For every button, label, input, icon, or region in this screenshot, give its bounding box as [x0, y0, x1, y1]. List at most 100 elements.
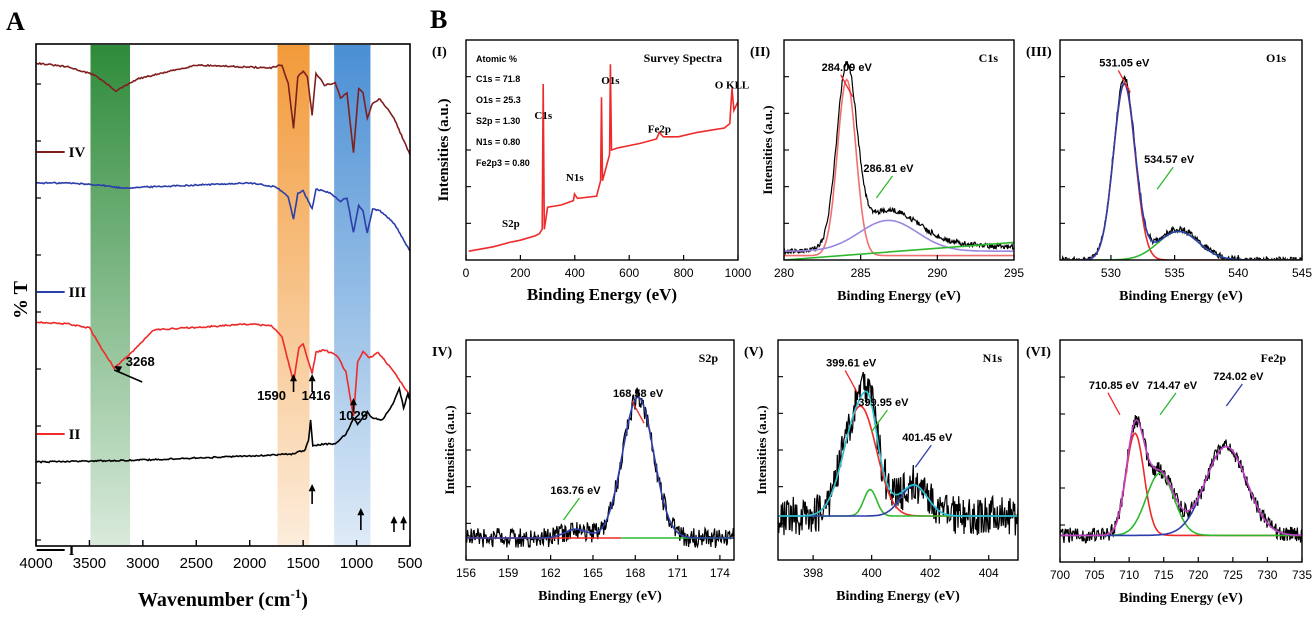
ftir-series-II	[35, 321, 411, 416]
fe2p-peak-arrow	[1225, 383, 1243, 407]
survey-plot-area	[468, 64, 738, 252]
s2p-frame	[465, 339, 735, 561]
o1s-chart: 530 535 540 545 Binding Energy (eV) (III) O1s 5…	[1026, 39, 1312, 304]
ftir-arrow-head	[308, 484, 316, 492]
n1s-peak-label: 399.95 eV	[858, 397, 909, 409]
fe2p-x-label: Binding Energy (eV)	[1119, 591, 1243, 606]
s2p-tick-label: 171	[668, 566, 688, 580]
survey-title: Survey Spectra	[644, 51, 722, 65]
o1s-tick-label: 540	[1228, 266, 1248, 280]
ftir-series-label: II	[69, 427, 81, 443]
n1s-title: N1s	[983, 351, 1003, 365]
s2p-series-3	[466, 396, 734, 539]
fe2p-series-0	[1060, 415, 1302, 544]
survey-series-0	[468, 64, 738, 252]
ftir-arrow-head	[114, 366, 123, 373]
ftir-tick-label: 3500	[73, 555, 106, 572]
ftir-tick-label: 2500	[180, 555, 213, 572]
s2p-peak-arrow	[562, 497, 580, 521]
s2p-tick-label: 156	[456, 566, 476, 580]
o1s-plot-area	[1060, 75, 1302, 260]
c1s-panel-label: (II)	[750, 45, 771, 60]
ftir-chart: 4000 3500 3000 2500 2000 1500 1000 500 Wavenumbe…	[10, 43, 423, 611]
fe2p-tick-label: 700	[1050, 568, 1070, 582]
n1s-plot-area	[778, 371, 1018, 536]
o1s-tick-label: 530	[1101, 266, 1121, 280]
ftir-band-2	[334, 45, 371, 545]
survey-peak-label: S2p	[502, 218, 520, 230]
c1s-peak-label: 286.81 eV	[863, 163, 914, 175]
s2p-y-label: Intensities (a.u.)	[442, 405, 457, 494]
o1s-series-3	[1060, 82, 1302, 260]
s2p-title: S2p	[699, 351, 719, 365]
s2p-peak-label: 168.58 eV	[613, 388, 664, 400]
c1s-plot-area	[784, 61, 1014, 260]
survey-tick-label: 0	[463, 266, 470, 280]
survey-atomic-entry: O1s = 25.3	[476, 95, 521, 105]
fe2p-title: Fe2p	[1261, 351, 1287, 365]
ftir-arrow-head	[308, 374, 316, 382]
ftir-peak-label: 1416	[302, 388, 331, 403]
c1s-series-3	[784, 241, 1014, 260]
ftir-tick-label: 4000	[19, 555, 52, 572]
c1s-series-1	[784, 78, 1014, 257]
survey-peak-label: C1s	[534, 110, 552, 122]
survey-peak-label: N1s	[566, 172, 584, 184]
fe2p-peak-label: 724.02 eV	[1213, 371, 1264, 383]
n1s-peak-label: 399.61 eV	[826, 357, 877, 369]
charts-layer: 4000 3500 3000 2500 2000 1500 1000 500Wavenumbe…	[10, 39, 1312, 611]
n1s-tick-label: 402	[920, 566, 940, 580]
s2p-x-label: Binding Energy (eV)	[538, 589, 662, 604]
c1s-tick-label: 290	[927, 266, 947, 280]
s2p-peak-label: 163.76 eV	[550, 485, 601, 497]
n1s-peak-arrow	[844, 370, 858, 393]
o1s-series-1	[1060, 82, 1302, 260]
survey-y-label: Intensities (a.u.)	[436, 99, 452, 202]
n1s-peak-arrow	[870, 409, 888, 433]
survey-peak-label: Fe2p	[648, 123, 671, 135]
c1s-x-label: Binding Energy (eV)	[837, 289, 961, 304]
n1s-panel-label: (V)	[744, 345, 764, 360]
survey-tick-label: 1000	[725, 266, 752, 280]
survey-atomic-entry: S2p = 1.30	[476, 116, 520, 126]
n1s-chart: 398 400 402 404 Binding Energy (eV) Intensiti…	[744, 339, 1019, 604]
c1s-series-2	[784, 219, 1014, 252]
ftir-tick-label: 3000	[126, 555, 159, 572]
ftir-arrow-head	[390, 516, 398, 524]
s2p-tick-label: 165	[583, 566, 603, 580]
o1s-x-label: Binding Energy (eV)	[1119, 289, 1243, 304]
ftir-peak-label: 1590	[257, 388, 286, 403]
n1s-peak-arrow	[914, 444, 932, 468]
ftir-series-label: IV	[69, 145, 86, 161]
ftir-tick-label: 1000	[340, 555, 373, 572]
s2p-tick-label: 174	[710, 566, 730, 580]
panel-letter-a: A	[6, 7, 25, 36]
ftir-series-IV	[35, 61, 411, 156]
s2p-series-0	[466, 387, 734, 549]
ftir-peak-label: 3268	[126, 354, 155, 369]
n1s-series-4	[778, 390, 1018, 517]
survey-chart: 0 200 400 600 800 1000 Binding Energy (eV) Inte…	[432, 39, 752, 304]
o1s-peak-arrow	[1156, 166, 1174, 190]
panel-letter-b: B	[430, 5, 447, 34]
survey-tick-label: 600	[619, 266, 639, 280]
c1s-series-0	[784, 61, 1014, 256]
survey-atomic-entry: N1s = 0.80	[476, 137, 520, 147]
ftir-y-label: % T	[10, 280, 32, 319]
o1s-tick-label: 545	[1292, 266, 1312, 280]
o1s-peak-arrow	[1117, 70, 1131, 93]
o1s-peak-label: 534.57 eV	[1144, 154, 1195, 166]
fe2p-tick-label: 705	[1085, 568, 1105, 582]
ftir-band-0	[90, 45, 131, 545]
s2p-peak-arrow	[631, 400, 645, 424]
ftir-peak-label: 1029	[339, 408, 368, 423]
ftir-series-I	[35, 385, 411, 464]
n1s-tick-label: 398	[803, 566, 823, 580]
c1s-peak-label: 284.09 eV	[822, 62, 873, 74]
o1s-panel-label: (III)	[1026, 45, 1052, 60]
fe2p-tick-label: 735	[1292, 568, 1312, 582]
c1s-peak-arrow	[840, 74, 854, 98]
survey-atomic-entry: C1s = 71.8	[476, 74, 520, 84]
n1s-peak-label: 401.45 eV	[902, 432, 953, 444]
